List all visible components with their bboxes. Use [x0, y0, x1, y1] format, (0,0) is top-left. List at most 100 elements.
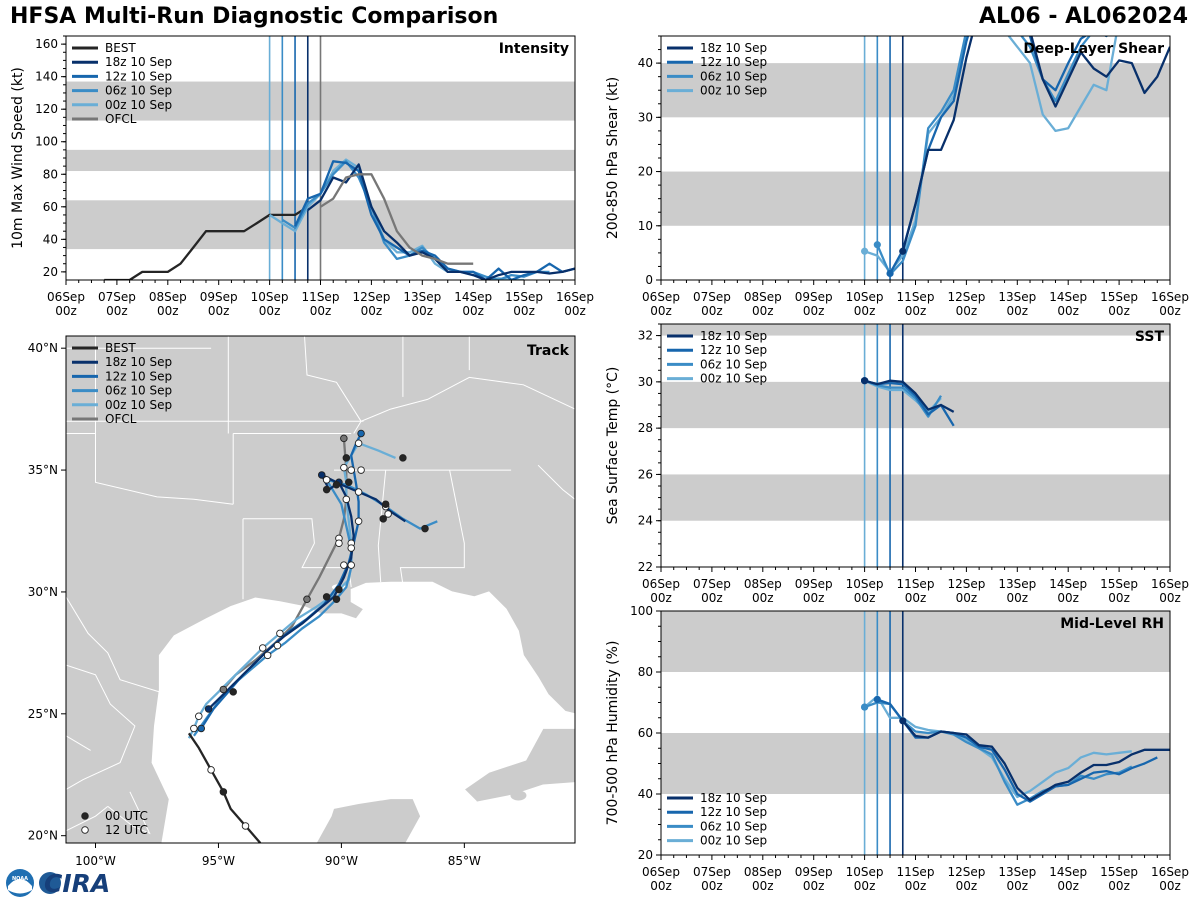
- legend-label: BEST: [105, 341, 136, 355]
- x-tick-label-date: 06Sep: [642, 577, 680, 591]
- y-tick-label: 40: [43, 232, 58, 246]
- x-tick-label-hour: 00z: [1108, 591, 1130, 605]
- lon-tick-label: 90°W: [325, 854, 358, 868]
- x-tick-label-date: 14Sep: [1049, 865, 1087, 879]
- x-tick-label-hour: 00z: [956, 879, 978, 893]
- series-line-06z-10-sep: [864, 701, 1133, 806]
- track-line-00z-10-sep: [187, 442, 396, 739]
- series-line-00z-10-sep: [864, 36, 1118, 274]
- series-line-12z-10-sep: [294, 160, 575, 280]
- track-marker-12-utc: [322, 476, 331, 484]
- state-border: [66, 735, 91, 751]
- cira-logo-text: CIRA: [44, 869, 110, 898]
- x-tick-label-hour: 00z: [752, 304, 774, 318]
- track-marker-00-utc: [335, 585, 343, 594]
- series-group: [861, 36, 1170, 278]
- x-tick-label-date: 11Sep: [897, 865, 935, 879]
- x-tick-label-hour: 00z: [701, 591, 723, 605]
- x-tick-label-hour: 00z: [462, 304, 484, 318]
- series-line-00z-10-sep: [864, 379, 942, 414]
- map-content: [66, 336, 575, 843]
- legend-label: 18z 10 Sep: [105, 355, 172, 369]
- track-marker-00-utc: [303, 595, 311, 604]
- series-line-18z-10-sep: [864, 379, 955, 413]
- legend-label: OFCL: [105, 412, 137, 426]
- legend-label: OFCL: [105, 112, 137, 126]
- x-tick-label-date: 13Sep: [998, 290, 1036, 304]
- x-tick-label-date: 11Sep: [302, 290, 340, 304]
- shaded-band: [661, 733, 1170, 794]
- y-tick-label: 0: [645, 273, 653, 287]
- y-tick-label: 22: [638, 560, 653, 574]
- x-tick-label-date: 10Sep: [251, 290, 289, 304]
- track-marker-00-utc: [322, 485, 331, 494]
- y-tick-label: 160: [35, 37, 58, 51]
- x-tick-label-date: 09Sep: [795, 290, 833, 304]
- x-tick-label-hour: 00z: [1108, 879, 1130, 893]
- x-tick-label-hour: 00z: [412, 304, 434, 318]
- x-tick-label-date: 10Sep: [846, 290, 884, 304]
- state-border: [399, 470, 465, 585]
- state-border: [537, 464, 575, 500]
- series-line-18z-10-sep: [901, 720, 1170, 802]
- panel-title: SST: [1135, 329, 1165, 345]
- legend-label: 06z 10 Sep: [105, 84, 172, 98]
- panel-sst: 06Sep00z07Sep00z08Sep00z09Sep00z10Sep00z…: [605, 323, 1189, 605]
- x-tick-label-hour: 00z: [1159, 591, 1181, 605]
- state-border: [66, 664, 136, 790]
- legend-label: 18z 10 Sep: [105, 55, 172, 69]
- y-axis-label: 10m Max Wind Speed (kt): [10, 67, 26, 249]
- track-marker-12-utc: [258, 644, 267, 652]
- series-start-point-00z-10-sep: [861, 247, 869, 255]
- x-tick-label-date: 08Sep: [744, 865, 782, 879]
- track-marker-12-utc: [347, 544, 355, 552]
- x-tick-label-hour: 00z: [956, 304, 978, 318]
- legend-label: 12z 10 Sep: [700, 343, 767, 357]
- track-marker-12-utc: [276, 629, 284, 638]
- map-frame: [65, 335, 576, 844]
- series-line-18z-10-sep: [307, 163, 575, 280]
- y-tick-label: 60: [43, 200, 58, 214]
- y-tick-label: 20: [43, 265, 58, 279]
- panel-track: 100°W 95°W 90°W 85°W 20°N 25°N 30°N 35°N 40°N Tra…: [28, 335, 576, 868]
- legend-label: BEST: [105, 41, 136, 55]
- track-marker-00-utc: [219, 685, 228, 694]
- track-marker-12-utc: [195, 712, 203, 721]
- x-tick-label-date: 08Sep: [744, 290, 782, 304]
- x-tick-label-date: 09Sep: [795, 865, 833, 879]
- series-group: [861, 377, 955, 427]
- x-tick-label-hour: 00z: [701, 304, 723, 318]
- track-marker-00-utc: [197, 724, 205, 733]
- x-tick-label-hour: 00z: [1159, 304, 1181, 318]
- track-marker-12-utc: [335, 539, 343, 547]
- lon-tick-label: 100°W: [75, 854, 116, 868]
- x-tick-label-date: 15Sep: [505, 290, 543, 304]
- y-tick-label: 100: [35, 135, 58, 149]
- y-tick-label: 32: [638, 329, 653, 343]
- lon-tick-label: 85°W: [448, 854, 481, 868]
- x-tick-label-date: 16Sep: [1151, 865, 1189, 879]
- x-tick-label-hour: 00z: [1007, 304, 1029, 318]
- x-tick-label-hour: 00z: [564, 304, 586, 318]
- x-tick-label-hour: 00z: [1108, 304, 1130, 318]
- x-tick-label-date: 16Sep: [1151, 290, 1189, 304]
- series-start-point-18z-10-sep: [899, 717, 907, 725]
- track-marker-00-utc: [345, 478, 353, 487]
- shaded-band: [661, 474, 1170, 521]
- shaded-band: [661, 324, 1170, 336]
- track-marker-00-utc: [421, 524, 429, 533]
- state-border: [107, 791, 151, 835]
- shaded-band: [661, 611, 1170, 672]
- coastline: [151, 581, 575, 843]
- y-tick-label: 24: [638, 514, 653, 528]
- x-tick-label-hour: 00z: [650, 879, 672, 893]
- y-axis-label: 200-850 hPa Shear (kt): [605, 77, 621, 239]
- x-tick-label-hour: 00z: [752, 591, 774, 605]
- track-marker-00-utc: [317, 471, 326, 479]
- legend-label: 00 UTC: [105, 809, 148, 823]
- y-axis-label: 700-500 hPa Humidity (%): [605, 641, 621, 826]
- legend-label: 00z 10 Sep: [105, 98, 172, 112]
- x-tick-label-hour: 00z: [803, 879, 825, 893]
- cuba: [466, 760, 575, 792]
- panel-title: Intensity: [499, 41, 569, 57]
